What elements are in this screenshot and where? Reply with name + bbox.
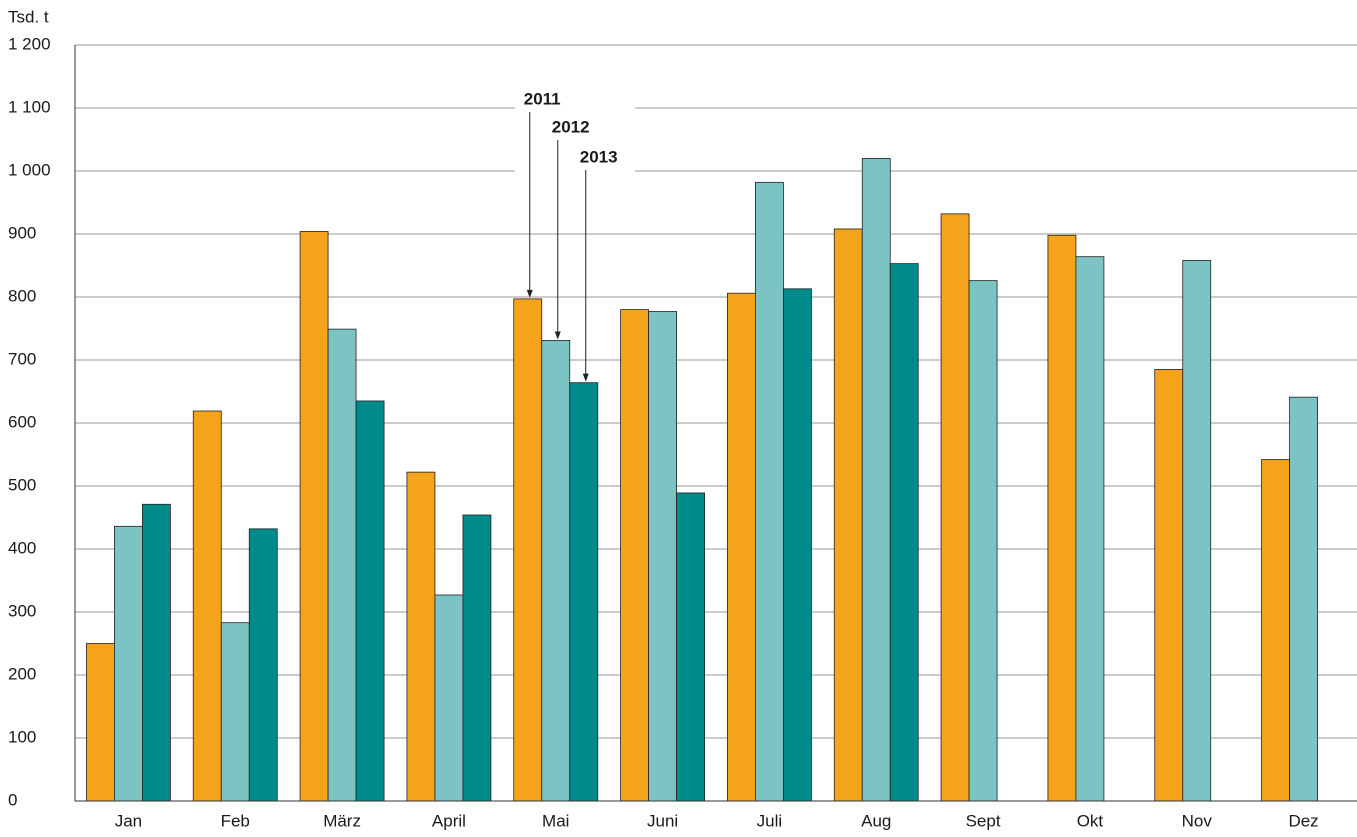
y-tick-label: 1 000 (8, 160, 51, 179)
x-tick-label: Aug (861, 811, 891, 830)
bar (1261, 459, 1290, 802)
y-tick-label: 500 (8, 475, 36, 494)
bar (434, 594, 464, 802)
annotation-background (515, 84, 635, 176)
x-tick-label: Sept (966, 811, 1001, 830)
bar (86, 643, 115, 802)
arrow-head (554, 331, 561, 340)
x-tick-label: Dez (1288, 811, 1318, 830)
x-tick-label: Okt (1077, 811, 1104, 830)
bar (355, 400, 385, 802)
bar (142, 503, 171, 802)
series-label: 2012 (552, 117, 590, 136)
y-tick-label: 400 (8, 538, 36, 557)
y-tick-label: 600 (8, 412, 36, 431)
bar (968, 280, 998, 802)
x-tick-label: Feb (221, 811, 250, 830)
y-tick-label: 1 200 (8, 34, 51, 53)
bar (861, 157, 891, 802)
x-tick-label: Jan (115, 811, 142, 830)
arrow-head (582, 373, 589, 382)
bar (1289, 396, 1318, 802)
bar (1154, 369, 1184, 802)
bar (783, 288, 812, 802)
bar (192, 410, 222, 802)
series-label: 2011 (524, 89, 561, 108)
bar (620, 309, 649, 802)
x-tick-label: März (323, 811, 361, 830)
bar (406, 471, 436, 802)
bar (114, 525, 143, 802)
bar (299, 231, 329, 802)
bar (220, 622, 250, 802)
y-tick-label: 800 (8, 286, 36, 305)
y-axis-label: Tsd. t (8, 7, 49, 26)
bar (1047, 234, 1077, 802)
bar (462, 514, 492, 802)
x-tick-label: Juni (647, 811, 678, 830)
bar (648, 311, 677, 802)
series-label: 2013 (580, 147, 618, 166)
bar (833, 228, 863, 802)
bar (940, 213, 970, 802)
y-tick-label: 100 (8, 727, 36, 746)
y-tick-label: 300 (8, 601, 36, 620)
bar (755, 181, 784, 802)
bar (727, 292, 756, 802)
x-tick-label: Juli (757, 811, 783, 830)
y-tick-label: 900 (8, 223, 36, 242)
bar (248, 528, 278, 802)
x-tick-label: Nov (1182, 811, 1213, 830)
bar (569, 382, 599, 802)
y-tick-label: 1 100 (8, 97, 51, 116)
bar (889, 263, 919, 802)
y-tick-label: 700 (8, 349, 36, 368)
y-tick-label: 0 (8, 790, 17, 809)
bar (513, 298, 543, 802)
bar (1182, 260, 1212, 802)
bar (1075, 256, 1105, 802)
bar (541, 340, 571, 802)
bar (676, 492, 705, 802)
bar (327, 328, 357, 802)
x-tick-label: Mai (542, 811, 569, 830)
arrow-head (526, 289, 533, 298)
y-tick-label: 200 (8, 664, 36, 683)
x-tick-label: April (432, 811, 466, 830)
